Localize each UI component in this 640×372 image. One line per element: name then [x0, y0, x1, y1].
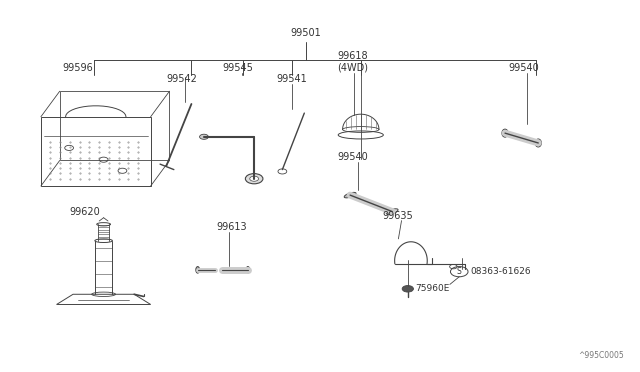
Ellipse shape [386, 209, 398, 214]
Text: 99501: 99501 [291, 28, 321, 38]
Text: 99613: 99613 [216, 222, 247, 231]
Text: 99620: 99620 [69, 207, 100, 217]
Ellipse shape [344, 192, 356, 198]
Ellipse shape [502, 129, 508, 137]
Text: 08363-61626: 08363-61626 [470, 267, 531, 276]
Circle shape [402, 286, 413, 292]
Ellipse shape [535, 139, 541, 147]
Circle shape [245, 174, 263, 184]
Text: ^995C0005: ^995C0005 [579, 351, 624, 360]
Text: 99540: 99540 [508, 63, 539, 73]
Text: 99618
(4WD): 99618 (4WD) [337, 51, 369, 73]
Text: S: S [457, 267, 461, 276]
Text: 99635: 99635 [383, 211, 413, 221]
Text: 99542: 99542 [166, 74, 197, 84]
Text: 75960E: 75960E [415, 284, 450, 293]
Text: 99540: 99540 [337, 152, 368, 162]
Text: 99541: 99541 [276, 74, 307, 84]
Ellipse shape [246, 267, 250, 273]
Text: 99545: 99545 [223, 63, 253, 73]
Ellipse shape [196, 267, 200, 273]
Text: 99596: 99596 [63, 63, 93, 73]
Circle shape [200, 134, 209, 140]
Circle shape [250, 176, 259, 181]
